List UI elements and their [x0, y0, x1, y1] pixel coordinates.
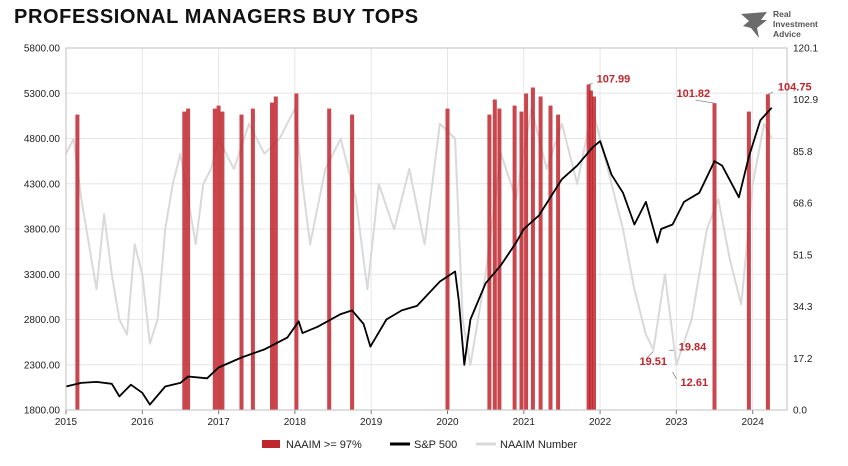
naaim-high-bar [548, 105, 553, 410]
annotation-leader [588, 83, 593, 85]
x-tick-label: 2022 [589, 417, 612, 428]
y-right-tick-label: 51.5 [793, 250, 813, 261]
y-left-tick-label: 3300.00 [24, 270, 61, 281]
naaim-high-bar [250, 108, 255, 410]
naaim-high-bar [216, 105, 221, 410]
chart-title: PROFESSIONAL MANAGERS BUY TOPS [14, 6, 419, 28]
annotation-label: 104.75 [778, 81, 812, 93]
naaim-number-line [65, 107, 773, 366]
sp500-layer [65, 107, 773, 406]
legend-label: NAAIM Number [500, 439, 577, 451]
naaim-number-layer [65, 107, 773, 366]
y-left-tick-label: 1800.00 [24, 406, 61, 417]
x-tick-label: 2024 [742, 417, 765, 428]
naaim-high-bar [182, 111, 187, 410]
legend-label: NAAIM >= 97% [286, 439, 362, 451]
sp500-line [65, 107, 773, 406]
x-tick-label: 2018 [284, 417, 307, 428]
annotation-leader [672, 371, 677, 380]
naaim-high-bar [186, 108, 191, 410]
eagle-logo-icon [741, 12, 767, 38]
brand-line-2: Investment [773, 19, 818, 29]
naaim-high-bar [712, 103, 717, 410]
brand-line-1: Real [773, 9, 791, 19]
annotation-layer: 107.99 101.82 104.75 19.51 19.84 12.61 [588, 73, 812, 389]
y-left-tick-label: 3800.00 [24, 225, 61, 236]
brand-text: Real Investment Advice [773, 9, 818, 39]
annotation-label: 101.82 [677, 88, 711, 100]
annotation-label: 19.84 [679, 341, 707, 353]
y-right-tick-label: 68.6 [793, 199, 813, 210]
chart-axes: 1800.00 2300.00 2800.00 3300.00 3800.00 4300.… [24, 44, 819, 429]
naaim-high-bar [273, 96, 278, 410]
naaim-high-bar [512, 105, 517, 410]
naaim-high-bar [519, 111, 524, 410]
x-tick-label: 2015 [55, 417, 78, 428]
x-tick-label: 2017 [207, 417, 230, 428]
naaim-high-bar [592, 96, 596, 410]
naaim-high-bar [530, 87, 535, 410]
annotation-leader [767, 91, 774, 95]
naaim-high-bar [270, 102, 274, 410]
annotation-label: 12.61 [681, 377, 709, 389]
naaim-high-bar [556, 114, 561, 410]
naaim-high-bar [588, 90, 593, 410]
naaim-high-bar [212, 108, 217, 410]
y-left-tick-label: 4300.00 [24, 179, 61, 190]
naaim-high-bar [445, 108, 450, 410]
y-left-tick-label: 4800.00 [24, 134, 61, 145]
x-tick-label: 2021 [513, 417, 536, 428]
annotation-leader [695, 99, 715, 104]
naaim-high-bar [492, 99, 497, 410]
y-left-tick-label: 2800.00 [24, 315, 61, 326]
naaim-high-bar [497, 108, 502, 410]
legend-swatch [262, 440, 280, 448]
plot-frame [65, 47, 788, 411]
naaim-high-bar [294, 93, 299, 410]
naaim-high-bar [524, 93, 529, 410]
naaim-high-bar [327, 108, 332, 410]
naaim-high-bar [746, 111, 751, 410]
annotation-label: 19.51 [639, 356, 667, 368]
y-left-tick-label: 5800.00 [24, 44, 61, 55]
brand-line-3: Advice [773, 29, 801, 39]
annotation-leader [646, 350, 654, 359]
y-right-tick-label: 34.3 [793, 302, 813, 313]
naaim-high-bar [487, 114, 492, 410]
y-right-tick-label: 85.8 [793, 147, 813, 158]
y-right-tick-label: 102.9 [793, 95, 818, 106]
naaim-high-bar [239, 114, 244, 410]
y-left-tick-label: 5300.00 [24, 89, 61, 100]
legend-label: S&P 500 [414, 439, 457, 451]
annotation-label: 107.99 [597, 73, 631, 85]
y-right-tick-label: 120.1 [793, 44, 818, 55]
naaim-high-layer [75, 84, 770, 411]
naaim-high-bar [538, 96, 543, 410]
chart-legend: NAAIM >= 97% S&P 500 NAAIM Number [262, 439, 577, 451]
x-tick-label: 2020 [436, 417, 459, 428]
y-right-tick-label: 0.0 [793, 406, 807, 417]
naaim-high-bar [75, 114, 80, 410]
brand-logo: Real Investment Advice [737, 8, 837, 42]
naaim-high-bar [765, 94, 770, 411]
x-tick-label: 2016 [131, 417, 154, 428]
x-tick-label: 2019 [360, 417, 383, 428]
y-left-tick-label: 2300.00 [24, 360, 61, 371]
naaim-high-bar [220, 111, 225, 410]
x-tick-label: 2023 [665, 417, 688, 428]
y-right-tick-label: 17.2 [793, 354, 813, 365]
naaim-high-bar [350, 114, 355, 410]
naaim-high-bar [586, 84, 591, 410]
